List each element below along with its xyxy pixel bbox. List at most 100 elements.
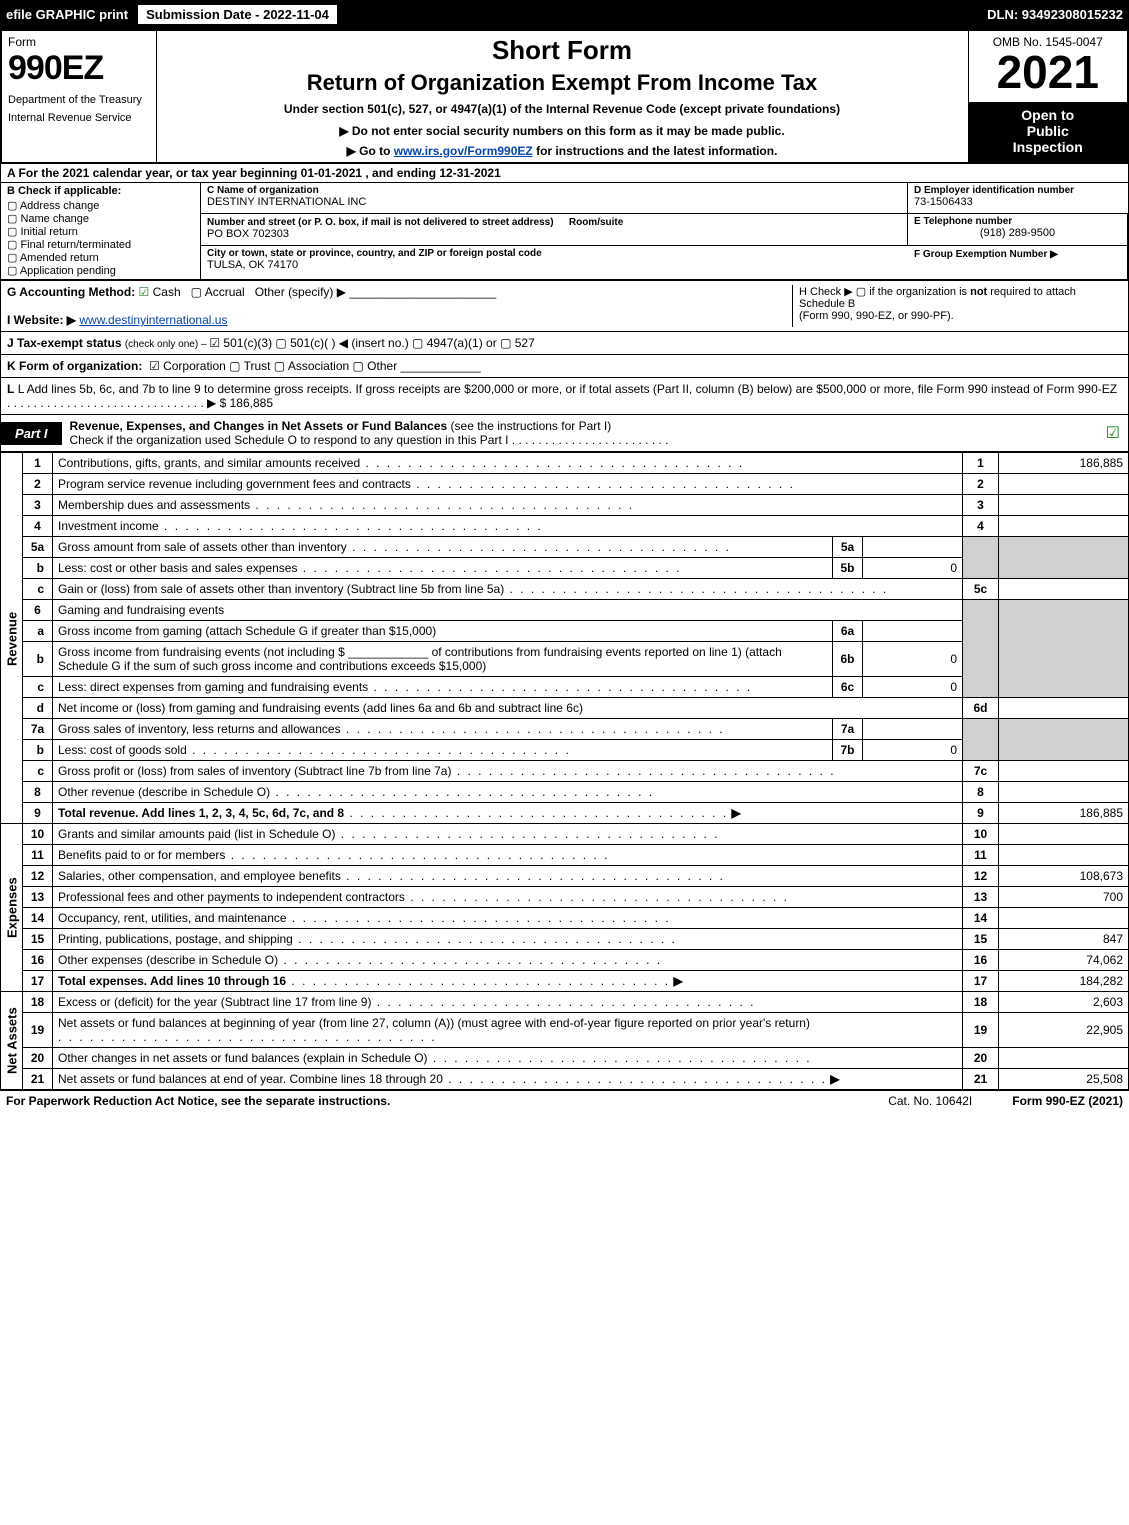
- top-bar: efile GRAPHIC print Submission Date - 20…: [0, 0, 1129, 29]
- ln-13-num: 13: [23, 887, 53, 908]
- chk-name-change[interactable]: Name change: [7, 212, 194, 225]
- ln-17-num: 17: [23, 971, 53, 992]
- identity-grid: B Check if applicable: Address change Na…: [0, 183, 1129, 281]
- ln-16-rv: 74,062: [999, 950, 1129, 971]
- l-dots: . . . . . . . . . . . . . . . . . . . . …: [7, 396, 230, 410]
- ln-19-num: 19: [23, 1013, 53, 1048]
- ln-11-num: 11: [23, 845, 53, 866]
- ln-6-num: 6: [23, 600, 53, 621]
- row-j: J Tax-exempt status (check only one) – ☑…: [0, 332, 1129, 355]
- goto-link[interactable]: www.irs.gov/Form990EZ: [394, 144, 533, 158]
- ln-6c-mn: 6c: [833, 677, 863, 698]
- ln-6-desc: Gaming and fundraising events: [53, 600, 963, 621]
- ein-value: 73-1506433: [914, 196, 1122, 208]
- row-g: G Accounting Method: Cash Accrual Other …: [7, 285, 792, 327]
- ln-6a-mn: 6a: [833, 621, 863, 642]
- ln-17-desc: Total expenses. Add lines 10 through 16: [58, 974, 286, 988]
- footer-form-num: 990-EZ: [1046, 1094, 1085, 1108]
- g-cash-chk[interactable]: [139, 285, 153, 299]
- chk-initial-return[interactable]: Initial return: [7, 225, 194, 238]
- chk-final-return[interactable]: Final return/terminated: [7, 238, 194, 251]
- h-text1: H Check ▶ ▢ if the organization is: [799, 286, 970, 298]
- ln-6-shade: [963, 600, 999, 698]
- tax-year: 2021: [975, 49, 1122, 95]
- ln-6a-desc: Gross income from gaming (attach Schedul…: [58, 624, 436, 638]
- ln-5c-rv: [999, 579, 1129, 600]
- j-small: (check only one) –: [125, 339, 210, 350]
- ln-18-num: 18: [23, 992, 53, 1013]
- return-title: Return of Organization Exempt From Incom…: [163, 70, 962, 96]
- dept-irs: Internal Revenue Service: [8, 112, 150, 124]
- l-value: 186,885: [230, 396, 273, 410]
- ln-19-rn: 19: [963, 1013, 999, 1048]
- ln-10-rv: [999, 824, 1129, 845]
- room-label: Room/suite: [569, 217, 623, 228]
- dept-treasury: Department of the Treasury: [8, 94, 150, 106]
- box-c-name: C Name of organization DESTINY INTERNATI…: [201, 183, 908, 214]
- ln-7b-desc: Less: cost of goods sold: [58, 743, 187, 757]
- ln-21-rn: 21: [963, 1069, 999, 1090]
- ln-9-num: 9: [23, 803, 53, 824]
- city-value: TULSA, OK 74170: [207, 259, 902, 271]
- submission-date-badge: Submission Date - 2022-11-04: [136, 3, 339, 26]
- ln-14-num: 14: [23, 908, 53, 929]
- chk-application-pending[interactable]: Application pending: [7, 264, 194, 277]
- street-label: Number and street (or P. O. box, if mail…: [207, 217, 554, 228]
- part-i-check-line: Check if the organization used Schedule …: [70, 433, 509, 447]
- ln-5b-num: b: [23, 558, 53, 579]
- ln-7c-rv: [999, 761, 1129, 782]
- ln-8-rv: [999, 782, 1129, 803]
- part-i-checkbox[interactable]: ☑: [1106, 423, 1128, 443]
- j-label: J Tax-exempt status: [7, 336, 125, 350]
- ln-7c-rn: 7c: [963, 761, 999, 782]
- box-b: B Check if applicable: Address change Na…: [1, 183, 201, 280]
- ln-5ab-shade: [963, 537, 999, 579]
- row-g-h: G Accounting Method: Cash Accrual Other …: [0, 281, 1129, 332]
- ln-15-num: 15: [23, 929, 53, 950]
- part-i-tag: Part I: [1, 422, 62, 445]
- ln-7b-mn: 7b: [833, 740, 863, 761]
- ln-4-desc: Investment income: [58, 519, 159, 533]
- ln-6d-rv: [999, 698, 1129, 719]
- box-c-street: Number and street (or P. O. box, if mail…: [201, 214, 908, 246]
- box-e: E Telephone number (918) 289-9500: [908, 214, 1128, 246]
- ln-21-num: 21: [23, 1069, 53, 1090]
- website-link[interactable]: www.destinyinternational.us: [79, 313, 227, 327]
- ln-14-desc: Occupancy, rent, utilities, and maintena…: [58, 911, 287, 925]
- chk-amended-return[interactable]: Amended return: [7, 251, 194, 264]
- k-label: K Form of organization:: [7, 359, 142, 373]
- goto-suffix: for instructions and the latest informat…: [536, 144, 777, 158]
- ln-11-rn: 11: [963, 845, 999, 866]
- revenue-vert-label: Revenue: [1, 453, 23, 824]
- ln-14-rn: 14: [963, 908, 999, 929]
- ln-20-rn: 20: [963, 1048, 999, 1069]
- phone-value: (918) 289-9500: [914, 227, 1121, 239]
- chk-address-change[interactable]: Address change: [7, 199, 194, 212]
- ln-6c-num: c: [23, 677, 53, 698]
- ln-16-desc: Other expenses (describe in Schedule O): [58, 953, 278, 967]
- ln-3-num: 3: [23, 495, 53, 516]
- revenue-table: Revenue 1 Contributions, gifts, grants, …: [0, 452, 1129, 1090]
- ln-10-desc: Grants and similar amounts paid (list in…: [58, 827, 335, 841]
- ln-9-desc: Total revenue. Add lines 1, 2, 3, 4, 5c,…: [58, 806, 344, 820]
- ln-6d-rn: 6d: [963, 698, 999, 719]
- ln-21-rv: 25,508: [999, 1069, 1129, 1090]
- street-value: PO BOX 702303: [207, 228, 901, 240]
- ln-7ab-shade-val: [999, 719, 1129, 761]
- footer-cat: Cat. No. 10642I: [848, 1094, 1012, 1108]
- row-k: K Form of organization: ☑ Corporation ▢ …: [0, 355, 1129, 378]
- ln-7a-mv: [863, 719, 963, 740]
- ln-1-rn: 1: [963, 453, 999, 474]
- ln-7b-num: b: [23, 740, 53, 761]
- ln-5a-mv: [863, 537, 963, 558]
- goto-prefix: ▶ Go to: [347, 144, 394, 158]
- ln-17-rn: 17: [963, 971, 999, 992]
- under-section-text: Under section 501(c), 527, or 4947(a)(1)…: [163, 102, 962, 116]
- part-i-header: Part I Revenue, Expenses, and Changes in…: [0, 415, 1129, 452]
- ln-18-rn: 18: [963, 992, 999, 1013]
- g-accrual-chk[interactable]: [191, 285, 205, 299]
- ln-18-rv: 2,603: [999, 992, 1129, 1013]
- ln-13-desc: Professional fees and other payments to …: [58, 890, 405, 904]
- box-f: F Group Exemption Number ▶: [908, 246, 1128, 280]
- l-text: L Add lines 5b, 6c, and 7b to line 9 to …: [18, 382, 1117, 396]
